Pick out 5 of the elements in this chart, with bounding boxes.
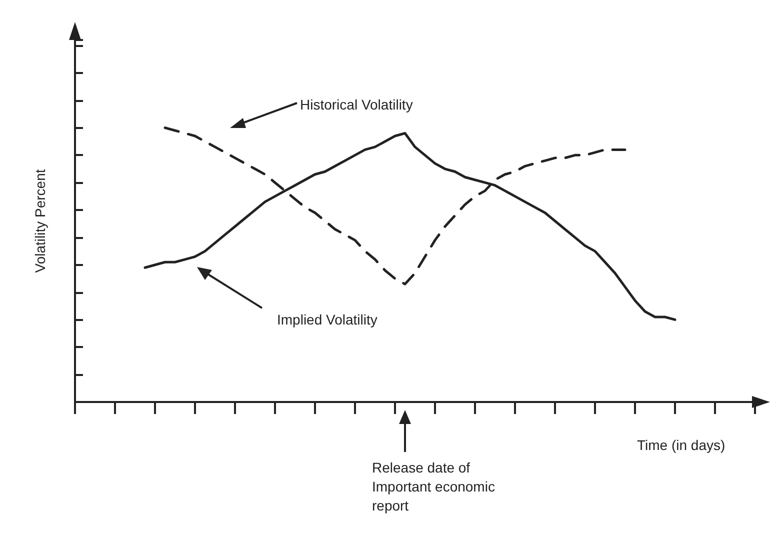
y-axis-title: Volatility Percent xyxy=(32,169,48,273)
annotation: Implied Volatility xyxy=(277,312,378,328)
text: Release date of Important economic report xyxy=(372,460,499,514)
text: Historical Volatility xyxy=(300,96,413,112)
x-axis-title: Time (in days) xyxy=(637,437,726,453)
